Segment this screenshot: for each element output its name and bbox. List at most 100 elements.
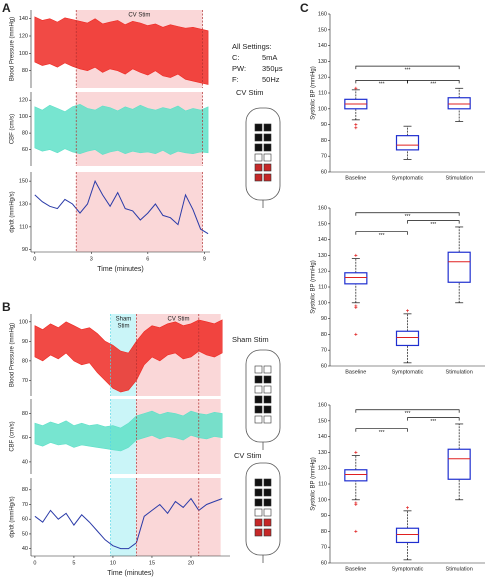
settings-key: F: [232, 75, 239, 84]
y-tick-label: 100 [318, 300, 327, 306]
y-tick-label: 150 [318, 418, 327, 424]
significance-bar [407, 417, 460, 421]
y-tick-label: 60 [321, 363, 327, 369]
x-tick-label: Baseline [345, 369, 366, 375]
y-tick-label: 80 [22, 358, 28, 364]
y-tick-label: 80 [22, 131, 28, 137]
y-tick-label: 160 [318, 205, 327, 211]
electrode [263, 163, 272, 172]
y-tick-label: 130 [318, 59, 327, 65]
y-tick-label: 130 [318, 253, 327, 259]
significance-label: *** [379, 82, 385, 88]
y-axis-label: Blood Pressure (mmHg) [10, 323, 16, 387]
electrode [254, 385, 263, 394]
significance-label: *** [405, 411, 411, 417]
panel-letter: A [2, 1, 11, 15]
box [344, 272, 368, 285]
y-tick-label: 80 [22, 411, 28, 417]
y-tick-label: 110 [318, 481, 327, 487]
y-axis-label: Blood Pressure (mmHg) [10, 17, 16, 81]
x-tick-label: 6 [146, 256, 149, 262]
box [447, 97, 471, 110]
y-tick-label: 100 [19, 114, 28, 120]
x-tick-label: 5 [72, 560, 75, 566]
x-tick-label: Stimulation [446, 369, 473, 375]
significance-bar [355, 212, 460, 216]
outlier [354, 86, 358, 90]
y-tick-label: 70 [22, 502, 28, 508]
outlier [354, 450, 358, 454]
settings-value: 50Hz [262, 75, 280, 84]
electrode [254, 528, 263, 537]
electrode [263, 528, 272, 537]
y-tick-label: 100 [318, 497, 327, 503]
box [395, 527, 420, 544]
y-tick-label: 120 [318, 269, 327, 275]
y-axis-label: Systolic BP (mmHg) [311, 260, 317, 314]
y-tick-label: 60 [22, 517, 28, 523]
y-tick-label: 140 [318, 434, 327, 440]
stim-region [136, 478, 221, 556]
y-tick-label: 120 [19, 33, 28, 39]
y-tick-label: 150 [318, 27, 327, 33]
y-tick-label: 90 [321, 316, 327, 322]
y-tick-label: 100 [19, 51, 28, 57]
y-tick-label: 160 [318, 402, 327, 408]
x-tick-label: 15 [149, 560, 155, 566]
y-tick-label: 90 [321, 122, 327, 128]
array-outline [245, 349, 281, 443]
x-tick-label: Symptomatic [392, 369, 424, 375]
y-tick-label: 90 [22, 339, 28, 345]
y-tick-label: 100 [318, 106, 327, 112]
x-tick-label: 0 [33, 560, 36, 566]
y-tick-label: 90 [321, 513, 327, 519]
y-tick-label: 100 [19, 319, 28, 325]
outlier [354, 332, 358, 336]
y-tick-label: 130 [318, 450, 327, 456]
electrode [263, 518, 272, 527]
y-tick-label: 80 [22, 68, 28, 74]
y-tick-label: 150 [19, 179, 28, 185]
y-tick-label: 130 [19, 201, 28, 207]
x-tick-label: 9 [203, 256, 206, 262]
significance-bar [407, 80, 460, 84]
x-tick-label: Symptomatic [392, 175, 424, 181]
significance-label: *** [430, 419, 436, 425]
electrode [263, 488, 272, 497]
electrode [263, 143, 272, 152]
y-tick-label: 70 [321, 154, 327, 160]
electrode [254, 415, 263, 424]
signal-line [34, 179, 209, 235]
box [447, 448, 471, 480]
outlier [354, 253, 358, 257]
y-tick-label: 40 [22, 459, 28, 465]
electrode [254, 133, 263, 142]
region-label: CV Stim [167, 317, 189, 323]
stim-region [110, 478, 137, 556]
y-tick-label: 150 [318, 221, 327, 227]
signal-line [34, 497, 223, 550]
region-label: CV Stim [128, 13, 150, 19]
y-axis-label: Systolic BP (mmHg) [311, 457, 317, 511]
y-tick-label: 110 [318, 284, 327, 290]
electrode-array [245, 462, 281, 563]
significance-bar [407, 220, 460, 224]
y-tick-label: 80 [321, 332, 327, 338]
y-tick-label: 120 [318, 466, 327, 472]
y-tick-label: 80 [321, 529, 327, 535]
side-label: CV Stim [236, 88, 264, 97]
region-label: Stim [117, 324, 129, 330]
settings-key: PW: [232, 64, 246, 73]
electrode [263, 415, 272, 424]
significance-label: *** [430, 222, 436, 228]
electrode [254, 153, 263, 162]
box [395, 330, 420, 347]
y-axis-label: dp/dt (mmHg/s) [10, 496, 16, 537]
outlier [354, 529, 358, 533]
settings-title: All Settings: [232, 42, 272, 51]
y-axis-label: CBF (cm/s) [10, 114, 16, 144]
panel-letter: B [2, 300, 11, 314]
y-tick-label: 50 [22, 531, 28, 537]
electrode [254, 375, 263, 384]
